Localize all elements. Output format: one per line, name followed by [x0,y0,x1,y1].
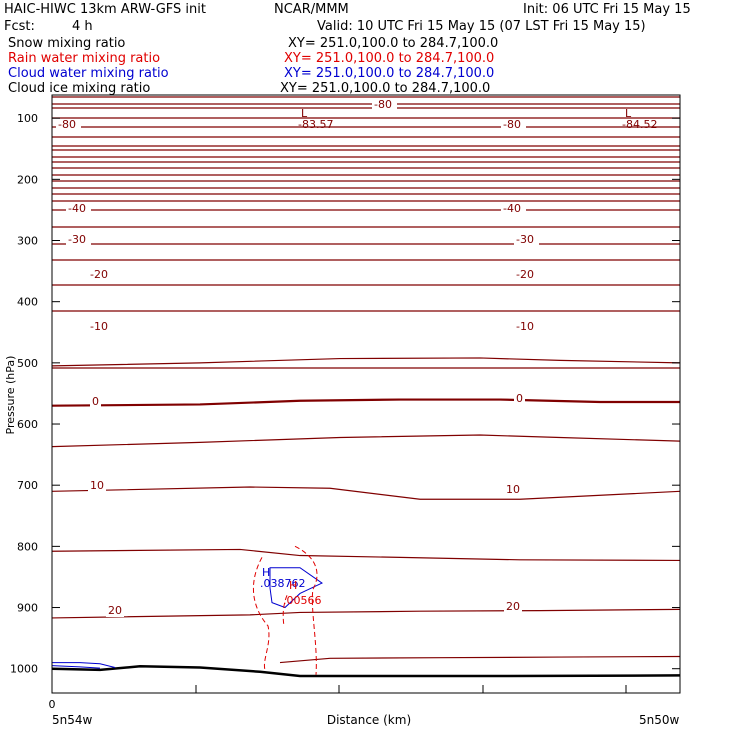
x-axis-start-label: 5n54w [52,713,93,727]
high-value: .038762 [260,577,306,590]
field-xy-rain: XY= 251.0,100.0 to 284.7,100.0 [284,51,495,66]
contour-label: 10 [90,479,104,492]
isotherm-curve [51,434,681,448]
valid-time: Valid: 10 UTC Fri 15 May 15 (07 LST Fri … [317,19,646,34]
contour-label-bg [514,234,539,246]
low-value: -84.52 [622,118,657,131]
isotherm-curve [51,548,681,562]
contour-label-bg [504,601,522,613]
plot-frame [51,94,681,694]
y-tick-label: 900 [17,602,38,615]
contour-label: -20 [90,268,108,281]
isotherm-lines [51,96,681,678]
contour-label: 20 [506,600,520,613]
contour-label: 0 [92,395,99,408]
y-tick-label: 300 [17,235,38,248]
low-value: -83.57 [298,118,333,131]
contour-label-bg [514,269,539,281]
org-label: NCAR/MMM [274,2,349,17]
contour-label: -20 [516,268,534,281]
contour-label-bg [514,393,525,405]
field-xy-snow: XY= 251.0,100.0 to 284.7,100.0 [288,36,499,51]
contour-label-bg [501,203,526,215]
y-axis-title: Pressure (hPa) [4,356,17,435]
init-time: Init: 06 UTC Fri 15 May 15 [523,2,691,17]
isotherm-curve [279,655,681,664]
x-axis-title: Distance (km) [327,713,411,727]
cloud-water-contour [269,567,323,609]
x-tick-label-0: 0 [49,698,56,711]
contour-label-bg [372,99,397,111]
contour-label: -80 [503,118,521,131]
isotherm-curve [51,608,681,619]
contour-label: 20 [108,604,122,617]
model-title: HAIC-HIWC 13km ARW-GFS init [4,2,206,17]
field-name-cloud-ice: Cloud ice mixing ratio [8,81,151,96]
field-name-snow: Snow mixing ratio [8,36,126,51]
y-tick-label: 700 [17,479,38,492]
contour-label-bg [88,480,106,492]
y-tick-label: 600 [17,418,38,431]
y-tick-label: 400 [17,296,38,309]
rain-water-contour [252,557,270,671]
contour-label: 0 [516,392,523,405]
contour-label: 10 [506,483,520,496]
contour-label: -40 [68,202,86,215]
x-axis-end-label: 5n50w [639,713,680,727]
contour-label-bg [501,119,526,131]
contour-label: -30 [516,233,534,246]
high-marker: H [289,579,297,592]
contour-label: -30 [68,233,86,246]
contour-label: -80 [58,118,76,131]
contour-label-bg [66,234,91,246]
contour-label: -80 [374,98,392,111]
contour-label-bg [88,321,113,333]
cloud-water-contour [52,662,116,668]
high-value: .00566 [283,594,322,607]
low-marker: L [301,107,308,120]
field-name-rain: Rain water mixing ratio [8,51,161,66]
forecast-label: Fcst: [4,19,35,34]
y-tick-label: 800 [17,540,38,553]
isotherm-curve [51,357,681,367]
isotherm-curve [51,486,681,500]
cloud-water-contour [51,665,101,669]
contour-labels: -80 -80 -80 -40 -40 -30 -30 -20 -20 -10 -10 0 0 10 10 2… [56,98,657,617]
contour-label-bg [56,119,81,131]
field-xy-cloud-ice: XY= 251.0,100.0 to 284.7,100.0 [280,81,491,96]
y-tick-label: 1000 [10,663,38,676]
moisture-contours [51,545,323,675]
forecast-hour: 4 h [72,19,93,34]
y-tick-label: 500 [17,357,38,370]
low-marker: L [625,107,632,120]
field-name-cloud-water: Cloud water mixing ratio [8,66,169,81]
contour-label-bg [514,321,539,333]
contour-label: -10 [516,320,534,333]
contour-label-bg [66,203,91,215]
high-marker: H [262,566,270,579]
y-tick-label: 100 [17,112,38,125]
rain-water-contour [282,595,288,626]
field-xy-cloud-water: XY= 251.0,100.0 to 284.7,100.0 [284,66,495,81]
contour-label-bg [106,605,124,617]
contour-label: -10 [90,320,108,333]
rain-water-contour [294,545,318,675]
contour-label-bg [90,396,101,408]
freezing-level-line [51,398,680,407]
contour-label: -40 [503,202,521,215]
contour-label-bg [504,484,522,496]
y-tick-label: 200 [17,173,38,186]
terrain-line [51,665,681,678]
contour-label-bg [88,269,113,281]
